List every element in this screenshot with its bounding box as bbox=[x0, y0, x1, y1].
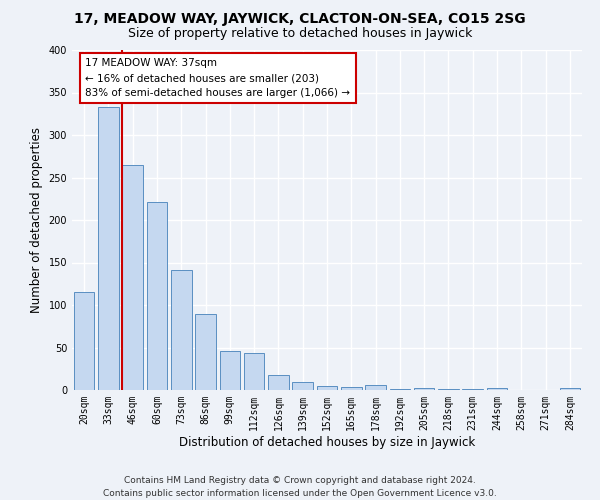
X-axis label: Distribution of detached houses by size in Jaywick: Distribution of detached houses by size … bbox=[179, 436, 475, 448]
Bar bbox=[317, 386, 337, 390]
Text: 17, MEADOW WAY, JAYWICK, CLACTON-ON-SEA, CO15 2SG: 17, MEADOW WAY, JAYWICK, CLACTON-ON-SEA,… bbox=[74, 12, 526, 26]
Bar bbox=[146, 202, 167, 390]
Bar bbox=[74, 292, 94, 390]
Bar bbox=[244, 354, 265, 390]
Bar bbox=[365, 385, 386, 390]
Text: Size of property relative to detached houses in Jaywick: Size of property relative to detached ho… bbox=[128, 28, 472, 40]
Bar bbox=[463, 389, 483, 390]
Bar bbox=[487, 388, 508, 390]
Bar bbox=[98, 107, 119, 390]
Bar bbox=[560, 388, 580, 390]
Bar bbox=[220, 351, 240, 390]
Bar bbox=[438, 389, 459, 390]
Text: 17 MEADOW WAY: 37sqm
← 16% of detached houses are smaller (203)
83% of semi-deta: 17 MEADOW WAY: 37sqm ← 16% of detached h… bbox=[85, 58, 350, 98]
Bar bbox=[414, 388, 434, 390]
Text: Contains HM Land Registry data © Crown copyright and database right 2024.
Contai: Contains HM Land Registry data © Crown c… bbox=[103, 476, 497, 498]
Bar bbox=[122, 165, 143, 390]
Bar bbox=[341, 388, 362, 390]
Y-axis label: Number of detached properties: Number of detached properties bbox=[30, 127, 43, 313]
Bar bbox=[195, 314, 216, 390]
Bar bbox=[268, 374, 289, 390]
Bar bbox=[171, 270, 191, 390]
Bar bbox=[389, 389, 410, 390]
Bar bbox=[292, 382, 313, 390]
